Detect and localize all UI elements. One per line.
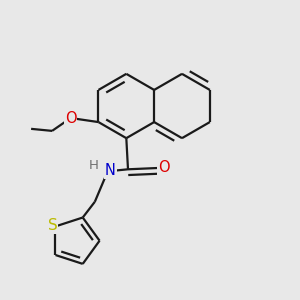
Text: S: S (48, 218, 58, 233)
Text: H: H (89, 159, 99, 172)
Text: O: O (65, 110, 76, 125)
Text: N: N (105, 163, 116, 178)
Text: O: O (158, 160, 170, 175)
